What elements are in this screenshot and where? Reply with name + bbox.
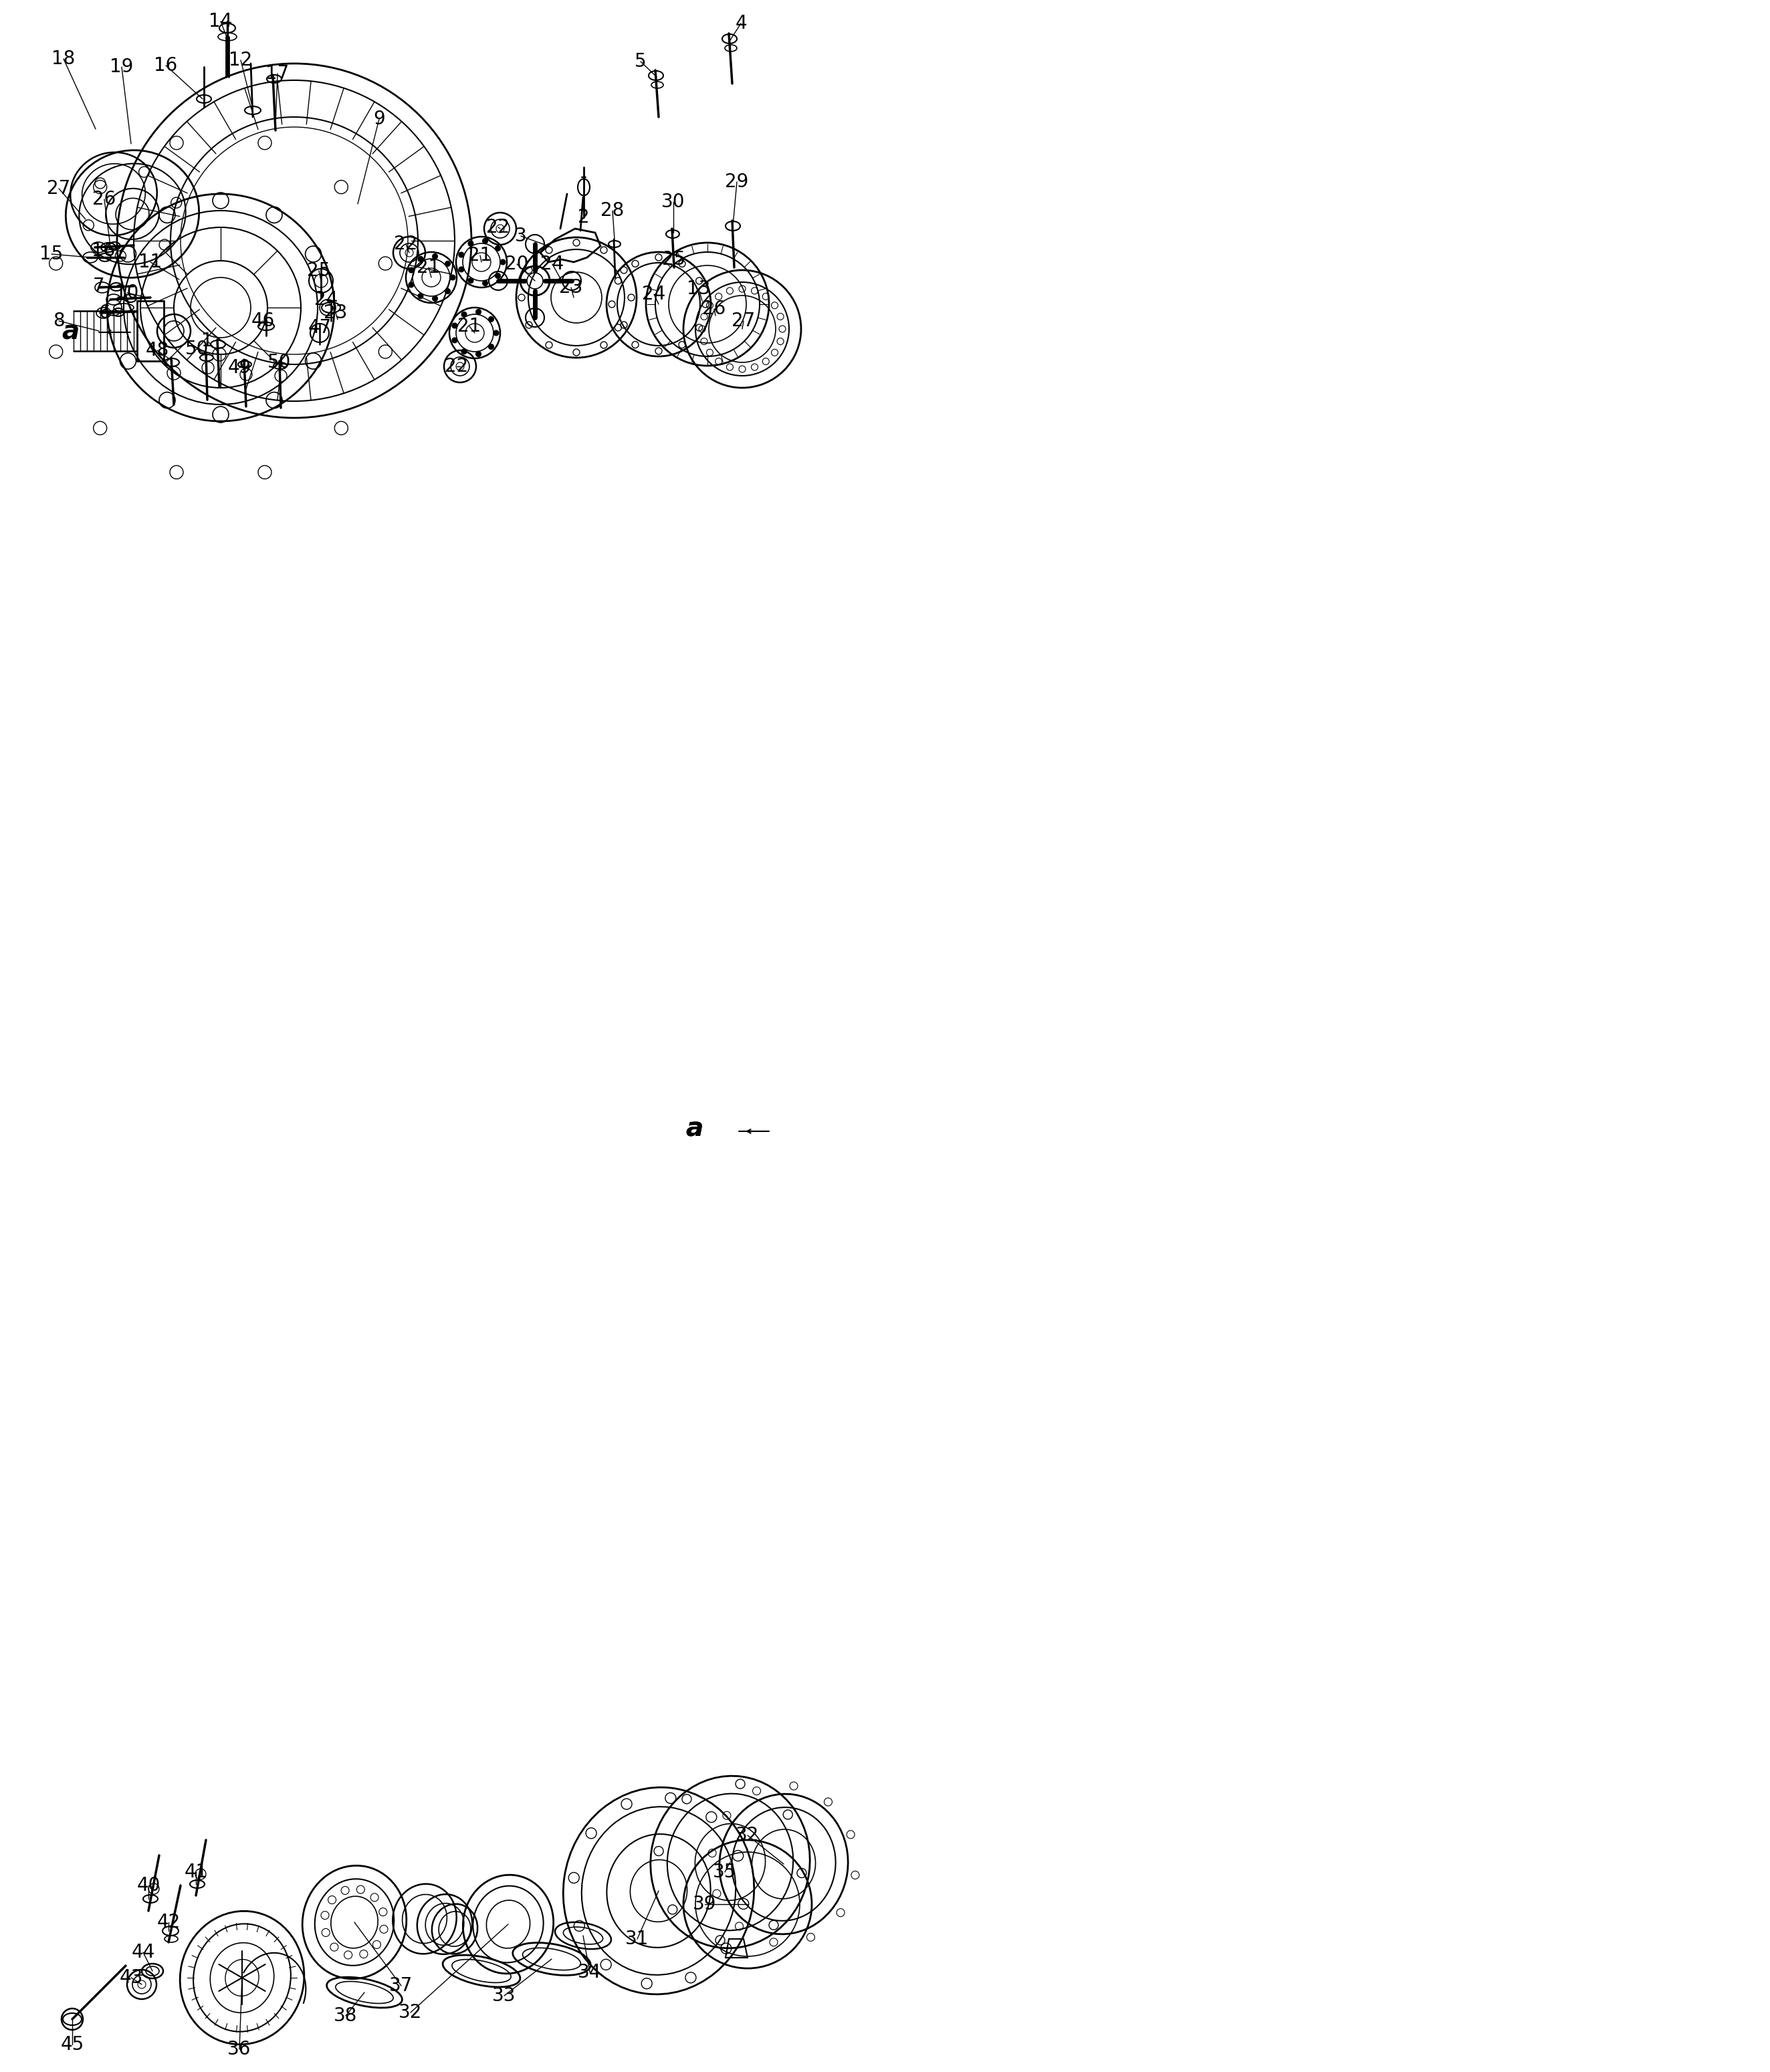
- Circle shape: [496, 247, 501, 251]
- Text: 3: 3: [515, 226, 527, 244]
- Text: 16: 16: [92, 240, 115, 261]
- Text: 16: 16: [154, 56, 177, 75]
- Text: 21: 21: [418, 259, 441, 278]
- Text: 45: 45: [60, 2035, 83, 2053]
- Text: 47: 47: [308, 319, 331, 338]
- Text: 41: 41: [184, 1863, 207, 1881]
- Text: 13: 13: [687, 280, 710, 298]
- Circle shape: [450, 276, 455, 280]
- Circle shape: [501, 259, 506, 265]
- Text: 21: 21: [458, 317, 481, 336]
- Circle shape: [451, 338, 457, 344]
- Text: 26: 26: [92, 191, 117, 209]
- Text: 28: 28: [600, 201, 625, 220]
- Text: 2: 2: [577, 207, 589, 226]
- Text: 30: 30: [662, 193, 685, 211]
- Text: 32: 32: [398, 2004, 423, 2022]
- Text: 50: 50: [267, 352, 292, 371]
- Text: 12: 12: [228, 52, 253, 70]
- Text: 24: 24: [540, 255, 565, 274]
- Text: 31: 31: [625, 1929, 650, 1948]
- Text: 22: 22: [444, 356, 469, 375]
- Text: 44: 44: [131, 1944, 156, 1962]
- Circle shape: [483, 238, 489, 244]
- Text: 21: 21: [469, 247, 492, 265]
- Text: 6: 6: [99, 303, 110, 323]
- Text: 37: 37: [389, 1977, 412, 1995]
- Text: 27: 27: [48, 178, 71, 199]
- Text: 11: 11: [138, 253, 163, 271]
- Circle shape: [467, 240, 473, 247]
- Text: 14: 14: [209, 12, 232, 31]
- Text: 25: 25: [662, 251, 685, 269]
- Text: 4: 4: [735, 15, 747, 33]
- Text: a: a: [62, 319, 80, 346]
- Circle shape: [489, 344, 494, 350]
- Text: 35: 35: [713, 1863, 736, 1881]
- Text: 22: 22: [487, 218, 510, 236]
- Text: 27: 27: [731, 311, 756, 329]
- Text: 25: 25: [308, 261, 331, 280]
- Circle shape: [496, 274, 501, 278]
- Text: 7: 7: [94, 278, 104, 296]
- Circle shape: [418, 294, 423, 298]
- Circle shape: [409, 267, 414, 274]
- Circle shape: [458, 253, 464, 257]
- Circle shape: [432, 253, 437, 259]
- Circle shape: [462, 348, 467, 354]
- Text: 40: 40: [136, 1875, 161, 1894]
- Circle shape: [494, 329, 499, 336]
- Circle shape: [444, 261, 450, 267]
- Text: 18: 18: [51, 50, 76, 68]
- Text: 23: 23: [324, 303, 347, 323]
- Text: 43: 43: [119, 1968, 143, 1987]
- Text: a: a: [685, 1117, 703, 1142]
- Circle shape: [458, 267, 464, 271]
- Text: 9: 9: [373, 110, 386, 128]
- Circle shape: [462, 311, 467, 317]
- Text: 33: 33: [492, 1987, 517, 2006]
- Text: 8: 8: [53, 311, 65, 329]
- Text: 22: 22: [395, 234, 418, 253]
- Text: 23: 23: [559, 278, 582, 296]
- Text: 38: 38: [335, 2006, 358, 2024]
- Circle shape: [476, 352, 481, 356]
- Text: 15: 15: [39, 244, 64, 263]
- Text: 42: 42: [158, 1912, 181, 1931]
- Text: 49: 49: [228, 358, 251, 377]
- Text: a: a: [685, 1117, 703, 1142]
- Text: 32: 32: [736, 1825, 759, 1844]
- Circle shape: [467, 278, 473, 284]
- Text: 24: 24: [643, 284, 666, 303]
- Circle shape: [409, 282, 414, 288]
- Circle shape: [444, 288, 450, 294]
- Circle shape: [483, 280, 489, 286]
- Circle shape: [476, 309, 481, 315]
- Text: 1: 1: [202, 332, 212, 350]
- Text: 36: 36: [228, 2041, 251, 2060]
- Circle shape: [451, 323, 457, 327]
- Text: 24: 24: [315, 290, 338, 309]
- Text: 26: 26: [703, 300, 726, 319]
- Text: 29: 29: [726, 172, 749, 191]
- Text: 5: 5: [635, 52, 646, 70]
- Text: 19: 19: [110, 58, 133, 77]
- Text: 34: 34: [579, 1962, 602, 1981]
- Circle shape: [432, 296, 437, 300]
- Text: 39: 39: [692, 1894, 717, 1915]
- Text: 50: 50: [186, 340, 209, 358]
- Circle shape: [489, 317, 494, 321]
- Text: 20: 20: [504, 255, 529, 274]
- Text: 48: 48: [145, 342, 168, 361]
- Text: 46: 46: [251, 311, 274, 329]
- Text: 17: 17: [266, 64, 289, 83]
- Circle shape: [418, 257, 423, 261]
- Text: 10: 10: [115, 284, 138, 303]
